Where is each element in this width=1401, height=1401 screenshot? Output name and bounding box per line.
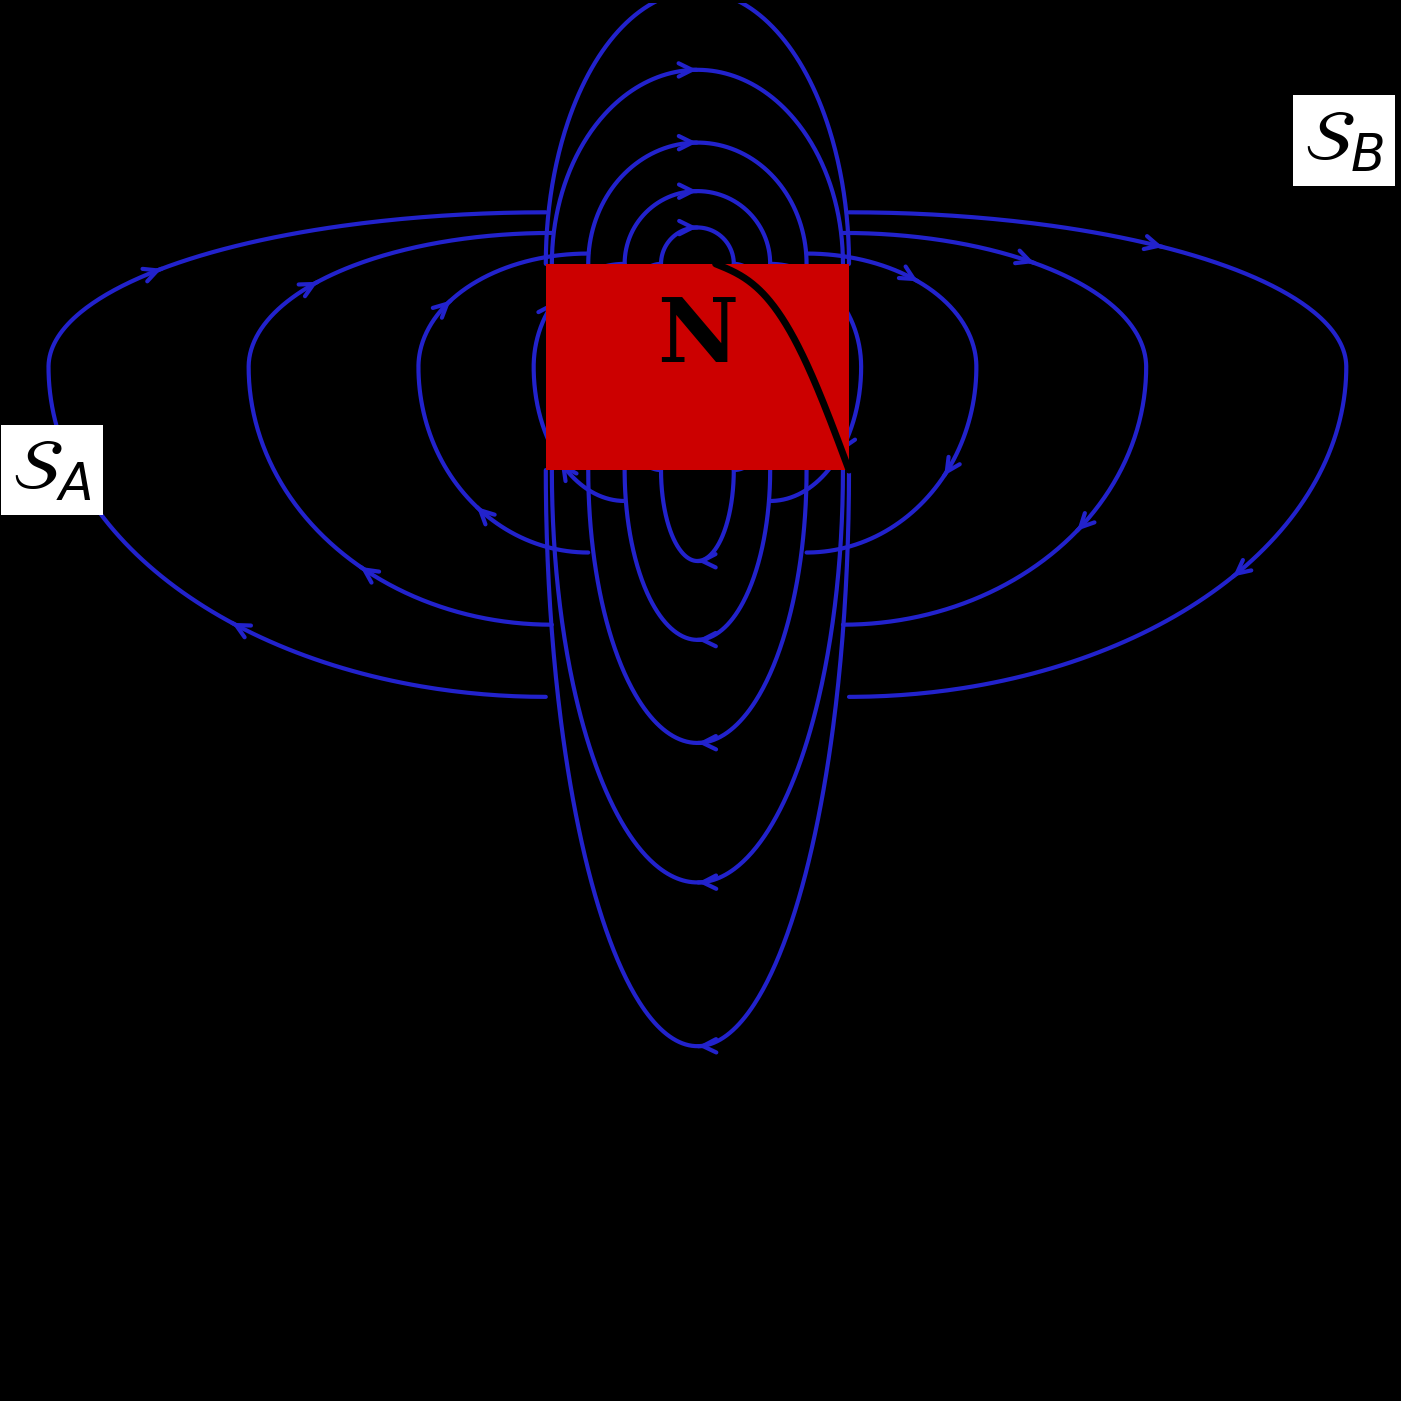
Text: N: N <box>657 294 738 381</box>
Text: $\mathcal{S}_B$: $\mathcal{S}_B$ <box>1304 106 1384 175</box>
Text: $\mathcal{S}_A$: $\mathcal{S}_A$ <box>13 436 91 504</box>
Bar <box>546 263 849 471</box>
